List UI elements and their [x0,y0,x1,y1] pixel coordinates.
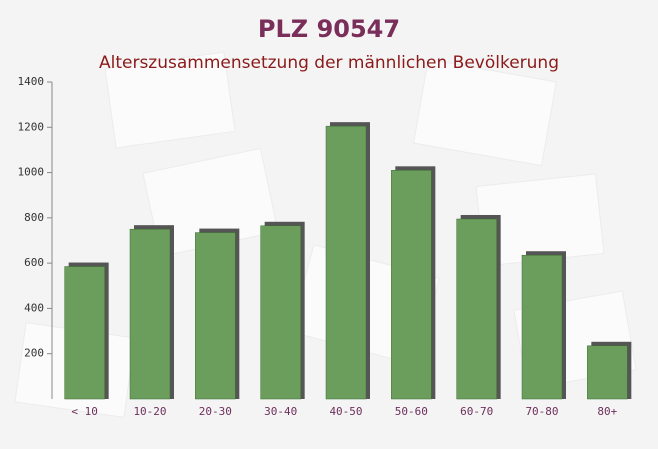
y-tick-label: 1200 [18,120,45,133]
y-tick-label: 600 [24,256,44,269]
bar [521,254,563,400]
bar [587,345,628,400]
y-tick-label: 200 [24,347,44,360]
bar [195,232,236,400]
bar [456,218,497,400]
x-tick-label: 70-80 [525,405,558,418]
x-tick-label: 50-60 [395,405,428,418]
x-tick-label: 30-40 [264,405,297,418]
bar [129,228,171,400]
chart-subtitle: Alterszusammensetzung der männlichen Bev… [99,53,559,73]
x-tick-label: 20-30 [199,405,232,418]
bar [325,125,367,400]
x-tick-label: < 10 [71,405,98,418]
x-tick-label: 60-70 [460,405,493,418]
bar [64,266,105,400]
y-tick-label: 400 [24,301,44,314]
y-tick-label: 1000 [18,166,45,179]
bar [260,225,301,400]
chart-title: PLZ 90547 [258,15,400,43]
x-tick-label: 40-50 [329,405,362,418]
y-tick-label: 1400 [18,75,45,88]
x-tick-label: 80+ [597,405,617,418]
x-tick-label: 10-20 [133,405,166,418]
y-tick-label: 800 [24,211,44,224]
bar [391,170,432,400]
